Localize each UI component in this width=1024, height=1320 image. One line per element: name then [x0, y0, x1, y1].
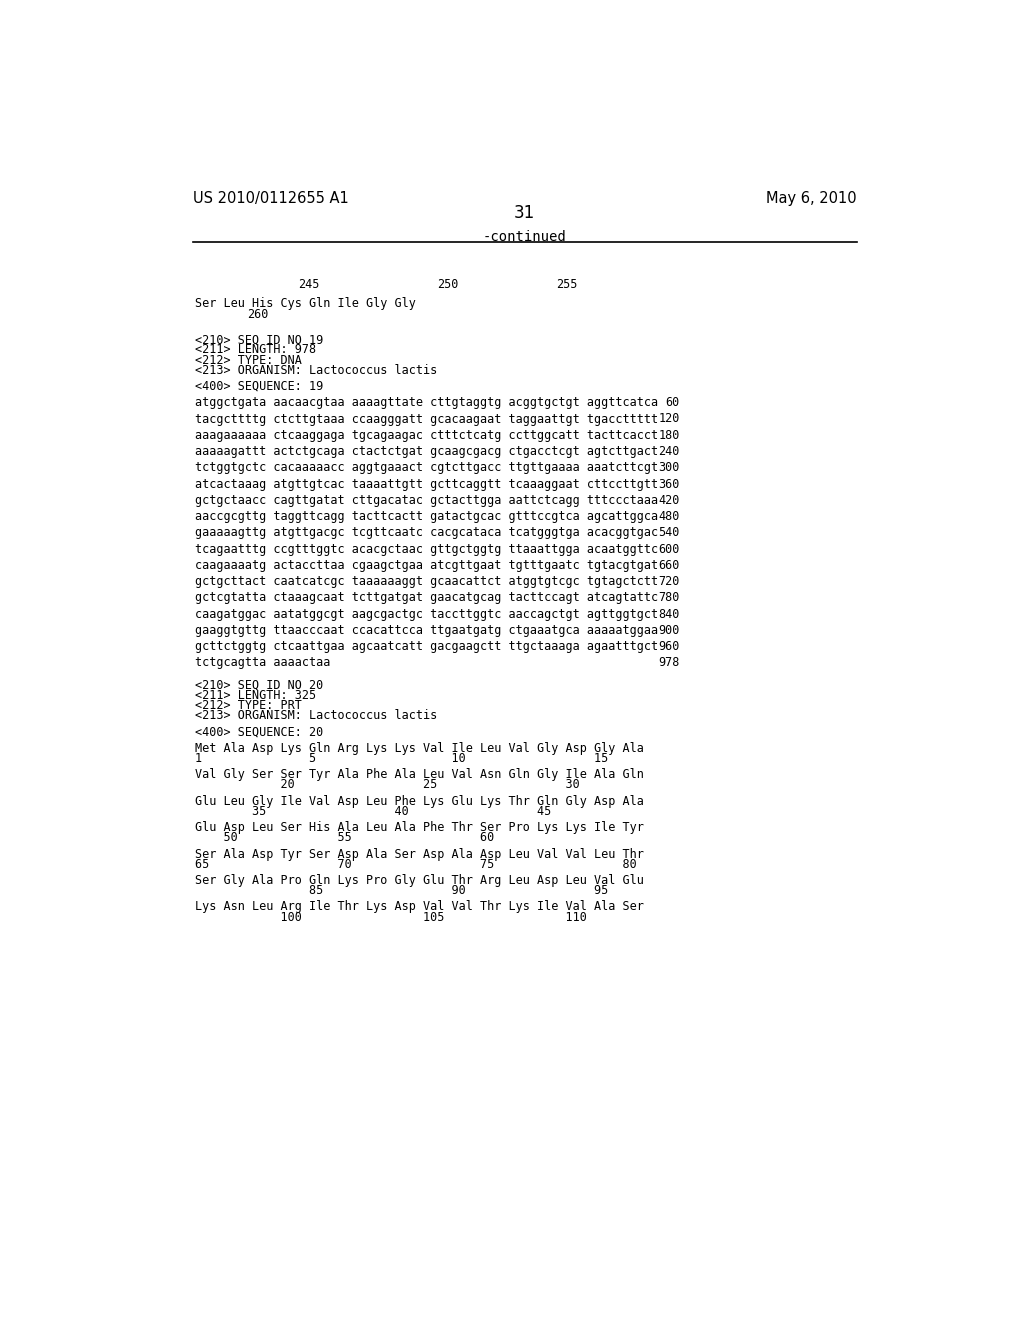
Text: May 6, 2010: May 6, 2010 [766, 191, 856, 206]
Text: aaccgcgttg taggttcagg tacttcactt gatactgcac gtttccgtca agcattggca: aaccgcgttg taggttcagg tacttcactt gatactg… [196, 510, 658, 523]
Text: 50              55                  60: 50 55 60 [196, 832, 495, 845]
Text: aaaaagattt actctgcaga ctactctgat gcaagcgacg ctgacctcgt agtcttgact: aaaaagattt actctgcaga ctactctgat gcaagcg… [196, 445, 658, 458]
Text: 978: 978 [658, 656, 680, 669]
Text: 35                  40                  45: 35 40 45 [196, 805, 552, 818]
Text: 1               5                   10                  15: 1 5 10 15 [196, 752, 608, 766]
Text: 260: 260 [247, 308, 268, 321]
Text: atcactaaag atgttgtcac taaaattgtt gcttcaggtt tcaaaggaat cttccttgtt: atcactaaag atgttgtcac taaaattgtt gcttcag… [196, 478, 658, 491]
Text: Glu Leu Gly Ile Val Asp Leu Phe Lys Glu Lys Thr Gln Gly Asp Ala: Glu Leu Gly Ile Val Asp Leu Phe Lys Glu … [196, 795, 644, 808]
Text: 31: 31 [514, 205, 536, 222]
Text: Ser Ala Asp Tyr Ser Asp Ala Ser Asp Ala Asp Leu Val Val Leu Thr: Ser Ala Asp Tyr Ser Asp Ala Ser Asp Ala … [196, 847, 644, 861]
Text: 480: 480 [658, 510, 680, 523]
Text: aaagaaaaaa ctcaaggaga tgcagaagac ctttctcatg ccttggcatt tacttcacct: aaagaaaaaa ctcaaggaga tgcagaagac ctttctc… [196, 429, 658, 442]
Text: 180: 180 [658, 429, 680, 442]
Text: <400> SEQUENCE: 19: <400> SEQUENCE: 19 [196, 380, 324, 393]
Text: 255: 255 [557, 279, 578, 292]
Text: Glu Asp Leu Ser His Ala Leu Ala Phe Thr Ser Pro Lys Lys Ile Tyr: Glu Asp Leu Ser His Ala Leu Ala Phe Thr … [196, 821, 644, 834]
Text: Met Ala Asp Lys Gln Arg Lys Lys Val Ile Leu Val Gly Asp Gly Ala: Met Ala Asp Lys Gln Arg Lys Lys Val Ile … [196, 742, 644, 755]
Text: 100                 105                 110: 100 105 110 [196, 911, 588, 924]
Text: gctcgtatta ctaaagcaat tcttgatgat gaacatgcag tacttccagt atcagtattc: gctcgtatta ctaaagcaat tcttgatgat gaacatg… [196, 591, 658, 605]
Text: Ser Gly Ala Pro Gln Lys Pro Gly Glu Thr Arg Leu Asp Leu Val Glu: Ser Gly Ala Pro Gln Lys Pro Gly Glu Thr … [196, 874, 644, 887]
Text: gaaaaagttg atgttgacgc tcgttcaatc cacgcataca tcatgggtga acacggtgac: gaaaaagttg atgttgacgc tcgttcaatc cacgcat… [196, 527, 658, 540]
Text: <213> ORGANISM: Lactococcus lactis: <213> ORGANISM: Lactococcus lactis [196, 364, 437, 376]
Text: <213> ORGANISM: Lactococcus lactis: <213> ORGANISM: Lactococcus lactis [196, 709, 437, 722]
Text: 60: 60 [666, 396, 680, 409]
Text: <212> TYPE: PRT: <212> TYPE: PRT [196, 700, 302, 711]
Text: <210> SEQ ID NO 19: <210> SEQ ID NO 19 [196, 333, 324, 346]
Text: 960: 960 [658, 640, 680, 653]
Text: 780: 780 [658, 591, 680, 605]
Text: Val Gly Ser Ser Tyr Ala Phe Ala Leu Val Asn Gln Gly Ile Ala Gln: Val Gly Ser Ser Tyr Ala Phe Ala Leu Val … [196, 768, 644, 781]
Text: <210> SEQ ID NO 20: <210> SEQ ID NO 20 [196, 678, 324, 692]
Text: 840: 840 [658, 607, 680, 620]
Text: gctgcttact caatcatcgc taaaaaaggt gcaacattct atggtgtcgc tgtagctctt: gctgcttact caatcatcgc taaaaaaggt gcaacat… [196, 576, 658, 589]
Text: tcagaatttg ccgtttggtc acacgctaac gttgctggtg ttaaattgga acaatggttc: tcagaatttg ccgtttggtc acacgctaac gttgctg… [196, 543, 658, 556]
Text: 245: 245 [299, 279, 319, 292]
Text: caagaaaatg actaccttaa cgaagctgaa atcgttgaat tgtttgaatc tgtacgtgat: caagaaaatg actaccttaa cgaagctgaa atcgttg… [196, 558, 658, 572]
Text: 360: 360 [658, 478, 680, 491]
Text: 250: 250 [437, 279, 459, 292]
Text: 720: 720 [658, 576, 680, 589]
Text: 85                  90                  95: 85 90 95 [196, 884, 608, 898]
Text: 900: 900 [658, 624, 680, 638]
Text: Lys Asn Leu Arg Ile Thr Lys Asp Val Val Thr Lys Ile Val Ala Ser: Lys Asn Leu Arg Ile Thr Lys Asp Val Val … [196, 900, 644, 913]
Text: tctgcagtta aaaactaa: tctgcagtta aaaactaa [196, 656, 331, 669]
Text: <211> LENGTH: 978: <211> LENGTH: 978 [196, 343, 316, 356]
Text: 240: 240 [658, 445, 680, 458]
Text: gcttctggtg ctcaattgaa agcaatcatt gacgaagctt ttgctaaaga agaatttgct: gcttctggtg ctcaattgaa agcaatcatt gacgaag… [196, 640, 658, 653]
Text: 600: 600 [658, 543, 680, 556]
Text: atggctgata aacaacgtaa aaaagttate cttgtaggtg acggtgctgt aggttcatca: atggctgata aacaacgtaa aaaagttate cttgtag… [196, 396, 658, 409]
Text: -continued: -continued [483, 230, 566, 244]
Text: 300: 300 [658, 461, 680, 474]
Text: tacgcttttg ctcttgtaaa ccaagggatt gcacaagaat taggaattgt tgaccttttt: tacgcttttg ctcttgtaaa ccaagggatt gcacaag… [196, 412, 658, 425]
Text: Ser Leu His Cys Gln Ile Gly Gly: Ser Leu His Cys Gln Ile Gly Gly [196, 297, 417, 310]
Text: 120: 120 [658, 412, 680, 425]
Text: caagatggac aatatggcgt aagcgactgc taccttggtc aaccagctgt agttggtgct: caagatggac aatatggcgt aagcgactgc taccttg… [196, 607, 658, 620]
Text: 420: 420 [658, 494, 680, 507]
Text: tctggtgctc cacaaaaacc aggtgaaact cgtcttgacc ttgttgaaaa aaatcttcgt: tctggtgctc cacaaaaacc aggtgaaact cgtcttg… [196, 461, 658, 474]
Text: <400> SEQUENCE: 20: <400> SEQUENCE: 20 [196, 726, 324, 739]
Text: <211> LENGTH: 325: <211> LENGTH: 325 [196, 689, 316, 702]
Text: <212> TYPE: DNA: <212> TYPE: DNA [196, 354, 302, 367]
Text: 540: 540 [658, 527, 680, 540]
Text: gctgctaacc cagttgatat cttgacatac gctacttgga aattctcagg tttccctaaa: gctgctaacc cagttgatat cttgacatac gctactt… [196, 494, 658, 507]
Text: 65                  70                  75                  80: 65 70 75 80 [196, 858, 637, 871]
Text: US 2010/0112655 A1: US 2010/0112655 A1 [194, 191, 349, 206]
Text: gaaggtgttg ttaacccaat ccacattcca ttgaatgatg ctgaaatgca aaaaatggaa: gaaggtgttg ttaacccaat ccacattcca ttgaatg… [196, 624, 658, 638]
Text: 20                  25                  30: 20 25 30 [196, 779, 581, 792]
Text: 660: 660 [658, 558, 680, 572]
